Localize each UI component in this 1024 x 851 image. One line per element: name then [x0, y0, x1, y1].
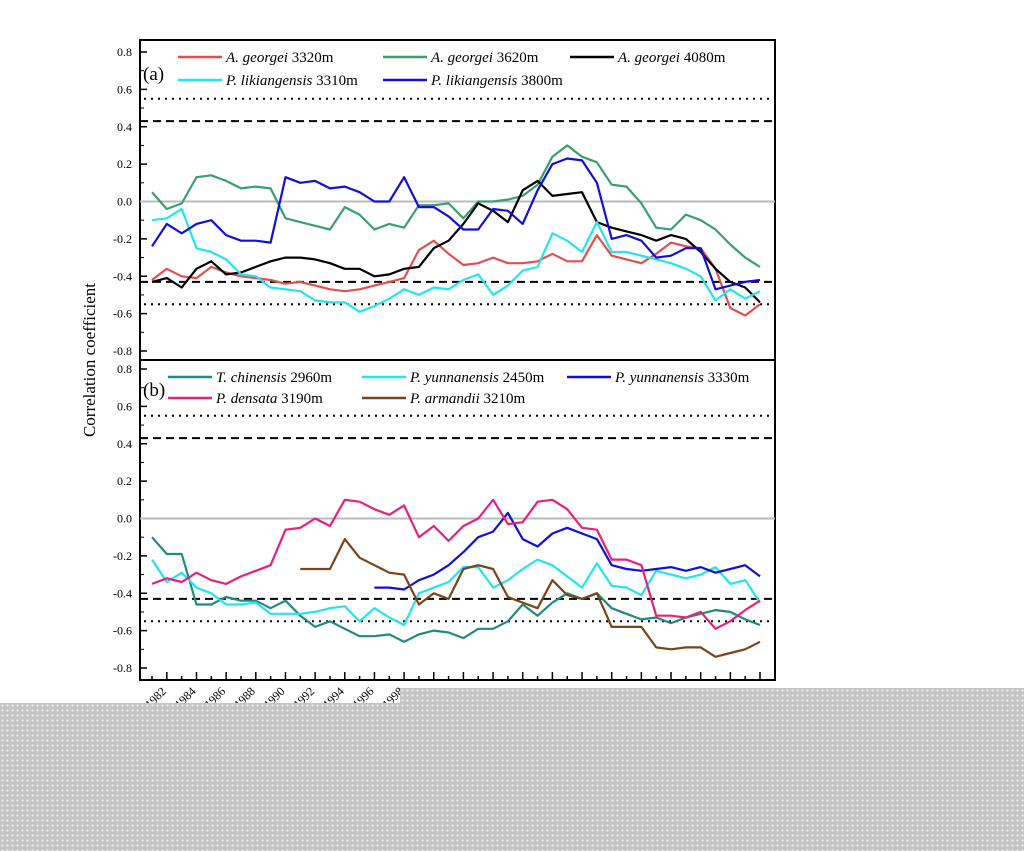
series-line-a-georgei-4080m: [151, 179, 761, 304]
y-tick-label: -0.6: [113, 307, 132, 321]
panel-label: (b): [143, 380, 165, 401]
y-tick-label: -0.8: [113, 344, 132, 358]
panel-a: 0.8 0.6 0.4 0.2 0.0 -0.2 -0.4 -0.6 -0.8 (a) A. geo…: [80, 39, 776, 437]
legend-entry: A. georgei 3620m: [430, 50, 539, 66]
legend-entry: P. likiangensis 3310m: [225, 73, 358, 89]
series-line-t-chinensis-2960m: [151, 536, 761, 643]
legend-entry: A. georgei 3320m: [225, 50, 334, 66]
legend-entry: P. yunnanensis 2450m: [409, 370, 545, 386]
y-tick-label: 0.4: [117, 437, 132, 451]
series-line-a-georgei-3320m: [151, 234, 761, 317]
y-tick-label: -0.2: [113, 232, 132, 246]
legend-entry: P. armandii 3210m: [409, 391, 525, 407]
y-tick-label: -0.4: [113, 586, 132, 600]
y-tick-label: 0.0: [117, 195, 132, 209]
legend-entry: T. chinensis 2960m: [216, 370, 332, 386]
y-tick-label: -0.4: [113, 269, 132, 283]
series-line-p-densata-3190m: [151, 498, 761, 630]
legend-entry: P. yunnanensis 3330m: [614, 370, 750, 386]
series-line-p-yunnanensis-2450m: [151, 558, 761, 627]
y-tick-label: -0.2: [113, 549, 132, 563]
y-tick-label: 0.2: [117, 474, 132, 488]
y-tick-label: 0.2: [117, 157, 132, 171]
redaction-mask-left: [0, 703, 400, 851]
series-line-p-likiangensis-3310m: [151, 207, 761, 313]
y-tick-label: 0.8: [117, 362, 132, 376]
redaction-mask-right: [400, 688, 1024, 851]
y-tick-label: 0.6: [117, 399, 132, 413]
y-tick-label: 0.6: [117, 82, 132, 96]
series-line-p-likiangensis-3800m: [151, 157, 761, 291]
y-tick-label: -0.8: [113, 661, 132, 675]
series-line-p-armandii-3210m: [300, 538, 761, 658]
series-line-a-georgei-3620m: [151, 144, 761, 268]
plot-frame: [139, 359, 776, 681]
panel-label: (a): [143, 64, 164, 85]
legend-entry: P. densata 3190m: [215, 391, 323, 407]
y-tick-label: 0.0: [117, 512, 132, 526]
series-line-p-yunnanensis-3330m: [374, 511, 761, 591]
panel-b: 0.8 0.6 0.4 0.2 0.0 -0.2 -0.4 -0.6 -0.8 (b) T. chi…: [113, 359, 776, 711]
y-tick-label: 0.4: [117, 120, 132, 134]
y-tick-label: -0.6: [113, 624, 132, 638]
legend-entry: P. likiangensis 3800m: [430, 73, 563, 89]
y-tick-label: 0.8: [117, 45, 132, 59]
y-axis-label: Correlation coefficient: [80, 283, 99, 437]
legend-entry: A. georgei 4080m: [617, 50, 726, 66]
